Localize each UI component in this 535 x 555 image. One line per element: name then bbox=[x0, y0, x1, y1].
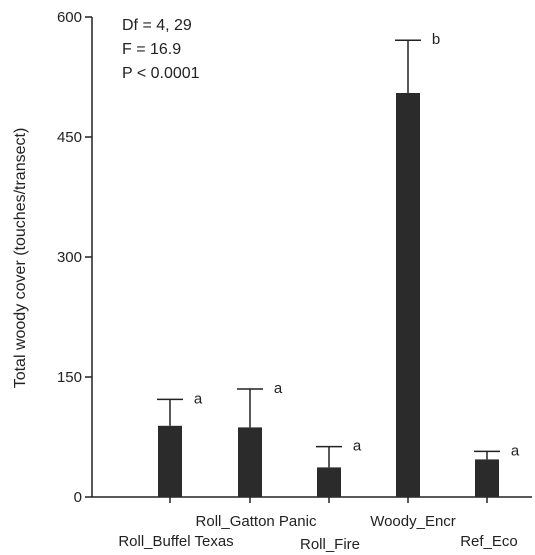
y-ticks: 0 150 300 450 600 bbox=[57, 9, 92, 506]
y-tick-label: 150 bbox=[57, 369, 82, 386]
y-tick-label: 0 bbox=[74, 489, 82, 506]
bar bbox=[396, 93, 420, 497]
stats-annotation: Df = 4, 29 F = 16.9 P < 0.0001 bbox=[122, 17, 200, 82]
category-label: Woody_Encr bbox=[370, 513, 456, 530]
category-label: Roll_Fire bbox=[300, 536, 360, 553]
bars bbox=[158, 93, 499, 503]
significance-letters: a a a b a bbox=[194, 31, 520, 459]
stats-line: F = 16.9 bbox=[122, 41, 181, 58]
category-labels: Roll_Buffel Texas Roll_Gatton Panic Roll_F… bbox=[118, 513, 517, 553]
category-label: Ref_Eco bbox=[460, 533, 518, 550]
significance-label: a bbox=[274, 380, 283, 397]
significance-label: a bbox=[511, 442, 520, 459]
chart-axes bbox=[91, 17, 532, 498]
bar bbox=[158, 425, 182, 497]
category-label: Roll_Buffel Texas bbox=[118, 533, 233, 550]
y-tick-label: 600 bbox=[57, 9, 82, 26]
stats-line: P < 0.0001 bbox=[122, 65, 200, 82]
error-bars bbox=[157, 39, 500, 468]
bar bbox=[317, 467, 341, 497]
bar bbox=[238, 427, 262, 497]
y-tick-label: 300 bbox=[57, 249, 82, 266]
stats-line: Df = 4, 29 bbox=[122, 17, 192, 34]
y-axis-title: Total woody cover (touches/transect) bbox=[12, 128, 29, 389]
significance-label: a bbox=[353, 438, 362, 455]
y-tick-label: 450 bbox=[57, 129, 82, 146]
significance-label: a bbox=[194, 390, 203, 407]
significance-label: b bbox=[432, 31, 440, 48]
category-label: Roll_Gatton Panic bbox=[196, 513, 317, 530]
bar bbox=[475, 459, 499, 497]
